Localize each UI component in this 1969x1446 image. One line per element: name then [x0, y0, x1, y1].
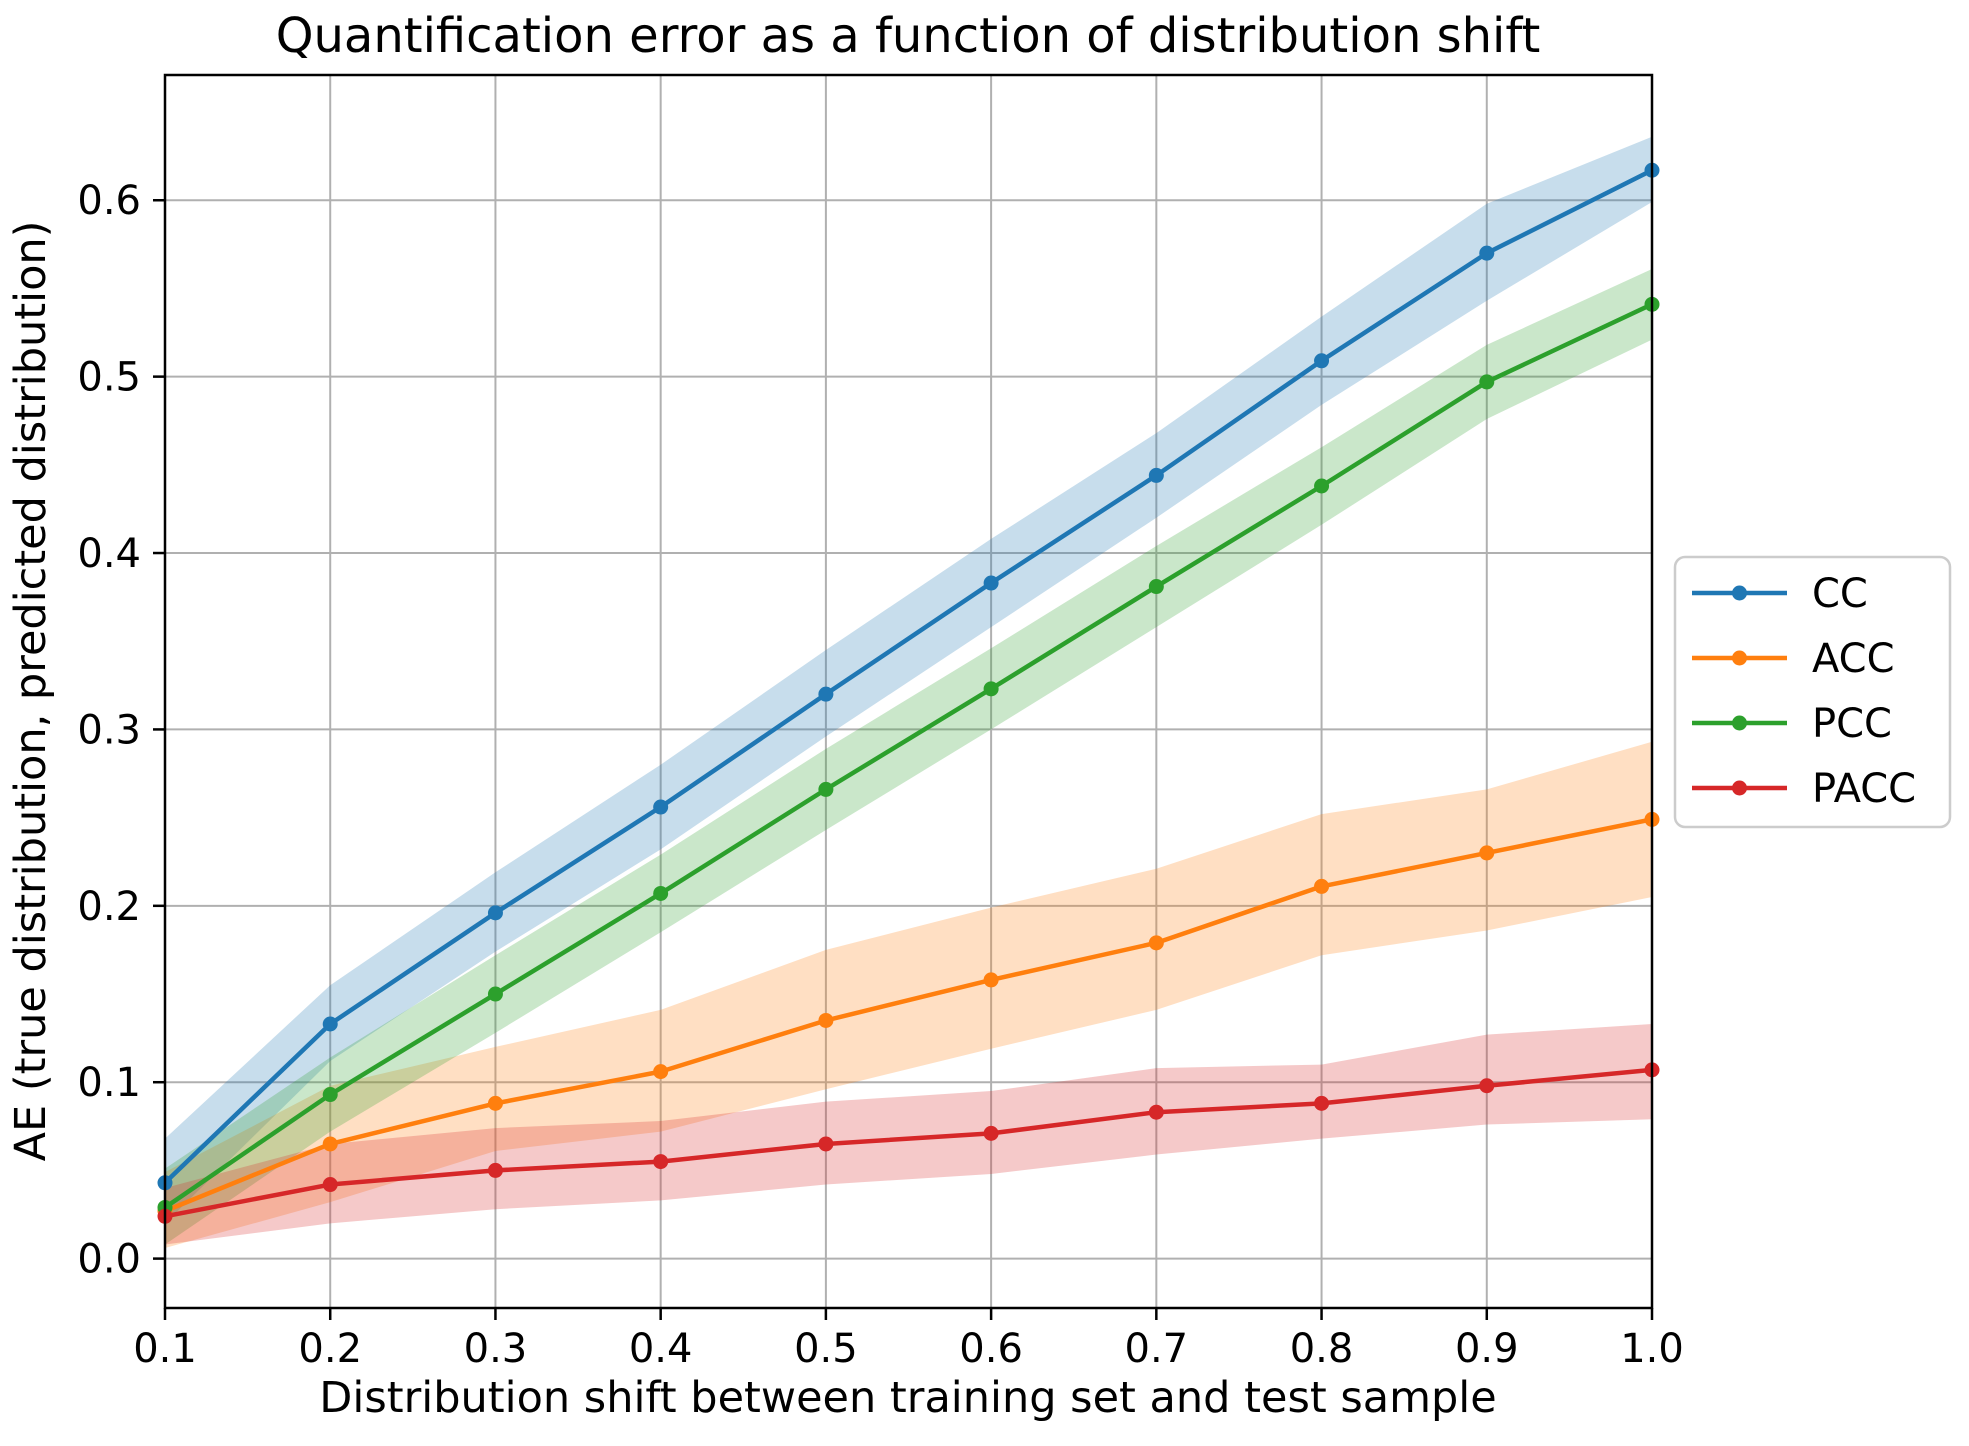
y-tick-label: 0.4: [77, 531, 141, 577]
cc-marker: [818, 686, 834, 702]
legend-item-pcc: PCC: [1692, 701, 1892, 747]
pacc-marker: [322, 1177, 338, 1193]
pacc-marker: [653, 1154, 669, 1170]
acc-marker: [818, 1012, 834, 1028]
plot-border: [163, 73, 1654, 1310]
legend-marker-sample: [1732, 780, 1747, 796]
legend-marker-sample: [1732, 585, 1747, 601]
legend-item-acc: ACC: [1692, 636, 1895, 682]
x-tick-label: 0.4: [629, 1326, 693, 1372]
legend-box: [1673, 555, 1952, 829]
cc-marker: [983, 575, 999, 591]
legend-marker-sample: [1732, 650, 1747, 666]
pacc-marker: [1479, 1078, 1495, 1094]
acc-marker: [1148, 935, 1164, 951]
pacc-marker: [487, 1162, 503, 1178]
x-axis-label: Distribution shift between training set …: [319, 1373, 1496, 1423]
pacc-marker: [983, 1125, 999, 1141]
cc-marker: [322, 1016, 338, 1032]
acc-marker: [1314, 878, 1330, 894]
y-tick-label: 0.2: [77, 884, 141, 930]
pacc-series: [157, 1062, 1660, 1224]
legend-marker-sample: [1732, 715, 1747, 731]
acc-marker: [322, 1136, 338, 1152]
acc-marker: [653, 1064, 669, 1080]
legend-item-pacc: PACC: [1692, 766, 1916, 812]
y-tick-label: 0.3: [77, 707, 141, 753]
pcc-marker: [818, 781, 834, 797]
x-tick-label: 0.1: [133, 1326, 197, 1372]
x-tick-label: 1.0: [1620, 1326, 1684, 1372]
y-tick-label: 0.1: [77, 1060, 141, 1106]
x-tick-label: 0.8: [1290, 1326, 1354, 1372]
y-tick-label: 0.0: [77, 1237, 141, 1283]
acc-confidence-band: [165, 741, 1652, 1249]
chart-title: Quantification error as a function of di…: [276, 8, 1541, 64]
pcc-line: [162, 302, 1655, 1210]
legend-label: ACC: [1812, 636, 1895, 682]
cc-marker: [1479, 245, 1495, 261]
x-tick-label: 0.6: [959, 1326, 1023, 1372]
pacc-confidence-band: [165, 1024, 1652, 1245]
y-tick-label: 0.5: [77, 355, 141, 401]
x-tick-label: 0.2: [298, 1326, 362, 1372]
legend-label: PCC: [1812, 701, 1892, 747]
pacc-marker: [1314, 1095, 1330, 1111]
x-tick-label: 0.3: [464, 1326, 528, 1372]
cc-line: [162, 168, 1655, 1186]
pacc-line: [162, 1067, 1655, 1219]
cc-marker: [1148, 467, 1164, 483]
series-lines-layer: [157, 162, 1660, 1224]
cc-marker: [487, 905, 503, 921]
tick-labels-layer: 0.1 0.2 0.3 0.4 0.5 0.6 0.7 0.8 0.9 1.0 0.0 0.1 0.2 0…: [77, 178, 1683, 1372]
acc-marker: [1479, 845, 1495, 861]
acc-line: [162, 817, 1655, 1214]
legend: CC ACC PCC PACC: [1673, 555, 1952, 829]
pcc-series: [157, 296, 1660, 1215]
pcc-marker: [322, 1087, 338, 1103]
legend-item-cc: CC: [1692, 571, 1868, 617]
y-tick-label: 0.6: [77, 178, 141, 224]
acc-marker: [983, 972, 999, 988]
legend-label: PACC: [1812, 766, 1916, 812]
cc-confidence-band: [165, 136, 1652, 1224]
x-tick-label: 0.9: [1455, 1326, 1519, 1372]
pacc-marker: [818, 1136, 834, 1152]
acc-marker: [487, 1095, 503, 1111]
pacc-marker: [1148, 1104, 1164, 1120]
cc-marker: [653, 799, 669, 815]
pcc-marker: [653, 885, 669, 901]
pcc-marker: [1479, 374, 1495, 390]
y-axis-label: AE (true distribution, predicted distrib…: [6, 221, 56, 1162]
pcc-marker: [1314, 478, 1330, 494]
pcc-marker: [487, 986, 503, 1002]
pcc-marker: [1148, 579, 1164, 595]
legend-label: CC: [1812, 571, 1868, 617]
axes-layer: [153, 73, 1654, 1320]
x-tick-label: 0.7: [1125, 1326, 1189, 1372]
cc-marker: [1314, 353, 1330, 369]
pcc-marker: [983, 681, 999, 697]
x-tick-label: 0.5: [794, 1326, 858, 1372]
